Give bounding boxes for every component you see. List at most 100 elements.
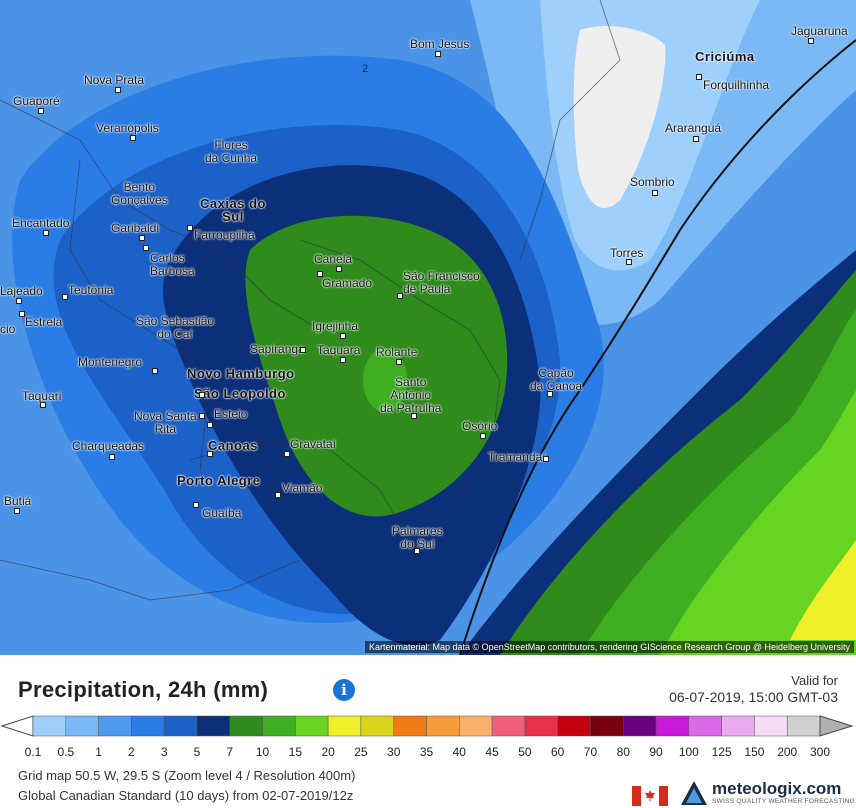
- scale-tick-label: 70: [583, 745, 598, 759]
- city-marker: [16, 298, 22, 304]
- city-label: Gramado: [322, 276, 373, 290]
- scale-cell: [459, 715, 493, 737]
- city-label: Forquilhinha: [703, 78, 770, 92]
- city-marker: [199, 413, 205, 419]
- city-label: cio: [0, 322, 16, 336]
- scale-cell: [393, 715, 427, 737]
- city-label: Osório: [462, 419, 498, 433]
- scale-right-arrow: [819, 715, 854, 737]
- scale-cell: [262, 715, 296, 737]
- city-label: Guaporé: [13, 94, 60, 108]
- city-marker: [626, 259, 632, 265]
- city-marker: [109, 454, 115, 460]
- scale-tick-label: 3: [160, 745, 168, 759]
- scale-left-arrow: [0, 715, 34, 737]
- city-marker: [139, 235, 145, 241]
- map-attribution[interactable]: Kartenmaterial: Map data © OpenStreetMap…: [365, 641, 854, 653]
- chart-title: Precipitation, 24h (mm): [18, 677, 269, 702]
- scale-cell: [426, 715, 460, 737]
- brand-name[interactable]: meteologix.com: [712, 779, 842, 798]
- city-label: Flores da Cunha: [205, 138, 258, 165]
- city-marker: [336, 266, 342, 272]
- city-marker: [43, 230, 49, 236]
- scale-tick-label: 90: [649, 745, 663, 759]
- city-label: Criciúma: [695, 49, 755, 64]
- city-marker: [652, 190, 658, 196]
- scale-tick-label: 2: [128, 745, 135, 759]
- scale-cell: [32, 715, 67, 737]
- scale-cell: [65, 715, 99, 737]
- city-label: Nova Prata: [84, 73, 145, 87]
- city-marker: [38, 108, 44, 114]
- city-label: Nova Santa Rita: [134, 409, 197, 436]
- city-label: Tramandaí: [488, 450, 546, 464]
- city-label: Canoas: [208, 438, 258, 453]
- city-label: Taquari: [22, 389, 62, 403]
- city-marker: [40, 402, 46, 408]
- city-label: Sombrio: [630, 175, 675, 189]
- city-marker: [693, 136, 699, 142]
- scale-tick-label: 300: [809, 745, 831, 759]
- scale-tick-label: 40: [452, 745, 466, 759]
- valid-for-label: Valid for: [791, 673, 838, 688]
- city-label: Veranópolis: [96, 121, 159, 135]
- city-label: Montenegro: [78, 355, 143, 369]
- color-scale[interactable]: [0, 715, 856, 745]
- city-marker: [300, 347, 306, 353]
- scale-cell: [524, 715, 558, 737]
- grid-info: Grid map 50.5 W, 29.5 S (Zoom level 4 / …: [18, 768, 356, 783]
- city-marker: [480, 433, 486, 439]
- city-marker: [543, 456, 549, 462]
- city-marker: [207, 451, 213, 457]
- city-label: Guaíba: [202, 506, 242, 520]
- scale-cell: [491, 715, 526, 737]
- scale-cell: [327, 715, 362, 737]
- city-label: Carlos Barbosa: [150, 251, 195, 278]
- city-marker: [19, 311, 25, 317]
- city-marker: [143, 245, 149, 251]
- city-label: Bom Jesus: [410, 37, 470, 51]
- city-label: Encantado: [12, 216, 70, 230]
- scale-tick-label: 125: [711, 745, 732, 759]
- canada-flag-icon: [632, 786, 668, 806]
- city-marker: [199, 392, 205, 398]
- city-label: Araranguá: [665, 121, 722, 135]
- city-label: Santo Antônio da Patrulha: [380, 375, 442, 415]
- city-label: Bento Gonçalves: [111, 180, 168, 207]
- scale-tick-label: 0.5: [57, 745, 75, 759]
- map-fields: [0, 0, 856, 655]
- city-marker: [207, 422, 213, 428]
- scale-cell: [721, 715, 755, 737]
- legend-panel: Precipitation, 24h (mm) i Valid for 06-0…: [0, 655, 856, 808]
- city-marker: [340, 357, 346, 363]
- scale-cell: [196, 715, 230, 737]
- city-marker: [275, 492, 281, 498]
- city-label: São Francisco de Paula: [403, 269, 480, 296]
- city-label: Butiá: [4, 494, 32, 508]
- city-label: Caxias do Sul: [200, 196, 266, 224]
- city-marker: [14, 508, 20, 514]
- scale-tick-label: 20: [321, 745, 335, 759]
- city-marker: [193, 502, 199, 508]
- city-marker: [414, 548, 420, 554]
- scale-tick-label: 25: [354, 745, 368, 759]
- city-label: Charqueadas: [72, 439, 145, 453]
- scale-cell: [163, 715, 198, 737]
- city-marker: [696, 74, 702, 80]
- city-marker: [396, 359, 402, 365]
- scale-cell: [688, 715, 722, 737]
- city-label: Sapiranga: [250, 342, 305, 356]
- city-label: Palmares do Sul: [392, 524, 443, 551]
- meteologix-logo-icon: [681, 781, 707, 805]
- model-info[interactable]: Global Canadian Standard (10 days) from …: [18, 788, 354, 803]
- city-label: Porto Alegre: [177, 473, 261, 488]
- precipitation-map[interactable]: 2 Bom Jesus Criciúma Jaguaruna Forquilhi…: [0, 0, 856, 655]
- info-icon[interactable]: i: [333, 679, 355, 701]
- scale-tick-label: 7: [226, 745, 234, 759]
- city-label: Gravataí: [290, 437, 337, 451]
- city-label: Viamão: [282, 481, 323, 495]
- scale-cell: [557, 715, 591, 737]
- scale-tick-label: 200: [777, 745, 798, 759]
- city-marker: [187, 225, 193, 231]
- city-marker: [317, 271, 323, 277]
